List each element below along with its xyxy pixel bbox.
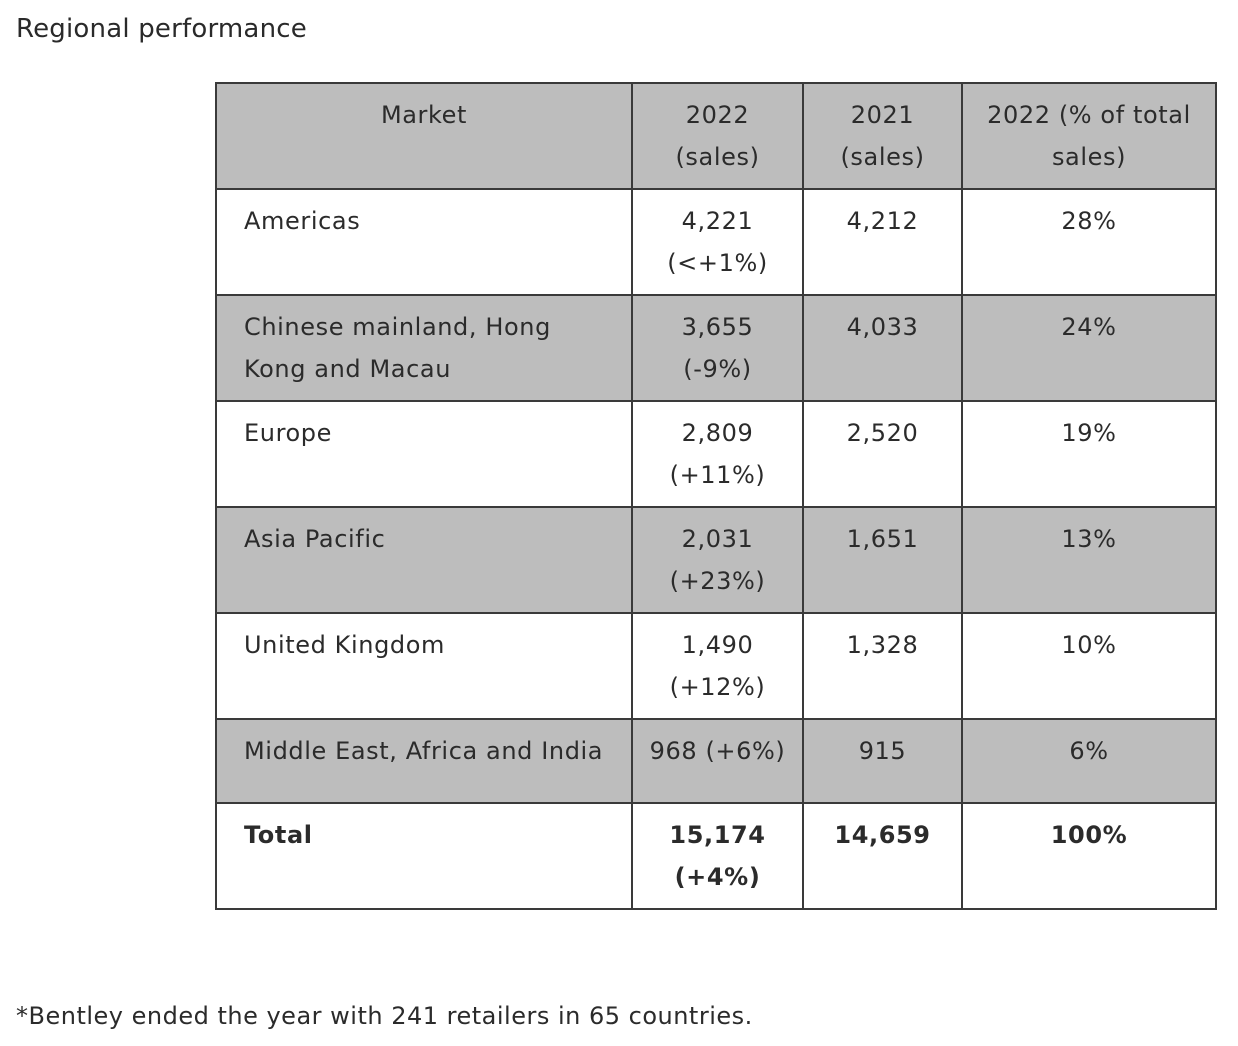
cell-sales-2021: 1,328 bbox=[802, 612, 963, 720]
cell-market: Asia Pacific bbox=[215, 506, 633, 614]
cell-sales-2021: 1,651 bbox=[802, 506, 963, 614]
table-row: Middle East, Africa and India 968 (+6%) … bbox=[215, 718, 1217, 804]
table-total-row: Total 15,174 (+4%) 14,659 100% bbox=[215, 802, 1217, 910]
regional-performance-table: Market 2022 (sales) 2021 (sales) 2022 (%… bbox=[215, 82, 1217, 910]
page-title: Regional performance bbox=[16, 14, 307, 44]
cell-sales-2022: 2,809 (+11%) bbox=[631, 400, 804, 508]
cell-sales-2022: 4,221 (<+1%) bbox=[631, 188, 804, 296]
cell-sales-2021: 4,212 bbox=[802, 188, 963, 296]
cell-share-2022: 13% bbox=[961, 506, 1217, 614]
table-row: United Kingdom 1,490 (+12%) 1,328 10% bbox=[215, 612, 1217, 720]
cell-market: Middle East, Africa and India bbox=[215, 718, 633, 804]
cell-sales-2021: 2,520 bbox=[802, 400, 963, 508]
cell-sales-2022: 2,031 (+23%) bbox=[631, 506, 804, 614]
cell-sales-2022: 968 (+6%) bbox=[631, 718, 804, 804]
cell-total-sales-2021: 14,659 bbox=[802, 802, 963, 910]
table-row: Chinese mainland, Hong Kong and Macau 3,… bbox=[215, 294, 1217, 402]
cell-total-sales-2022: 15,174 (+4%) bbox=[631, 802, 804, 910]
header-sales-2022: 2022 (sales) bbox=[631, 82, 804, 190]
footnote: *Bentley ended the year with 241 retaile… bbox=[16, 1002, 753, 1030]
header-sales-2021: 2021 (sales) bbox=[802, 82, 963, 190]
cell-market: United Kingdom bbox=[215, 612, 633, 720]
header-share-2022: 2022 (% of total sales) bbox=[961, 82, 1217, 190]
table-row: Asia Pacific 2,031 (+23%) 1,651 13% bbox=[215, 506, 1217, 614]
cell-market: Chinese mainland, Hong Kong and Macau bbox=[215, 294, 633, 402]
table-row: Europe 2,809 (+11%) 2,520 19% bbox=[215, 400, 1217, 508]
cell-market: Europe bbox=[215, 400, 633, 508]
cell-total-share-2022: 100% bbox=[961, 802, 1217, 910]
cell-share-2022: 24% bbox=[961, 294, 1217, 402]
cell-total-label: Total bbox=[215, 802, 633, 910]
cell-share-2022: 28% bbox=[961, 188, 1217, 296]
regional-performance-table-container: Market 2022 (sales) 2021 (sales) 2022 (%… bbox=[215, 82, 1217, 910]
cell-sales-2022: 3,655 (-9%) bbox=[631, 294, 804, 402]
cell-market: Americas bbox=[215, 188, 633, 296]
table-header-row: Market 2022 (sales) 2021 (sales) 2022 (%… bbox=[215, 82, 1217, 190]
header-market: Market bbox=[215, 82, 633, 190]
cell-share-2022: 10% bbox=[961, 612, 1217, 720]
cell-share-2022: 6% bbox=[961, 718, 1217, 804]
cell-sales-2021: 915 bbox=[802, 718, 963, 804]
cell-sales-2021: 4,033 bbox=[802, 294, 963, 402]
table-row: Americas 4,221 (<+1%) 4,212 28% bbox=[215, 188, 1217, 296]
cell-share-2022: 19% bbox=[961, 400, 1217, 508]
cell-sales-2022: 1,490 (+12%) bbox=[631, 612, 804, 720]
